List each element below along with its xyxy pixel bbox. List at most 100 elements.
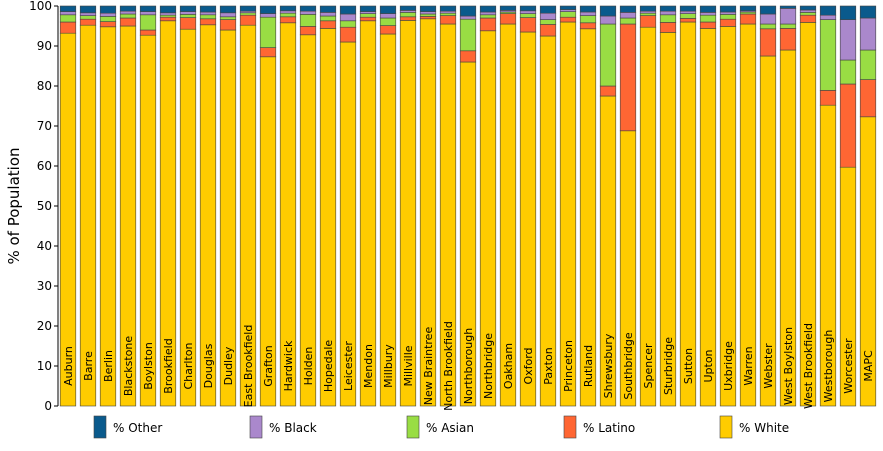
bar-stack bbox=[759, 5, 777, 407]
legend: % Other % Black % Asian % Latino % White bbox=[93, 415, 789, 439]
bar-segment bbox=[759, 28, 777, 57]
bar-segment bbox=[519, 13, 537, 18]
bar-segment bbox=[579, 15, 597, 24]
category-label: Oakham bbox=[502, 343, 515, 389]
bar-stack bbox=[239, 5, 257, 407]
bar-segment bbox=[739, 5, 757, 12]
category-label: Spencer bbox=[642, 343, 655, 389]
bar-stack bbox=[719, 5, 737, 407]
bar-segment bbox=[299, 26, 317, 36]
category-label: Grafton bbox=[262, 345, 275, 387]
bar-segment bbox=[859, 17, 877, 51]
bar-stack bbox=[319, 5, 337, 407]
bar-segment bbox=[619, 5, 637, 13]
bar-segment bbox=[119, 13, 137, 19]
bar-segment bbox=[299, 10, 317, 15]
bar-stack bbox=[599, 5, 617, 407]
y-tick-label: 50 bbox=[37, 199, 52, 213]
bar-stack bbox=[799, 5, 817, 407]
bar-segment bbox=[659, 10, 677, 16]
bar-segment bbox=[779, 23, 797, 29]
bar-segment bbox=[219, 5, 237, 14]
bar-stack bbox=[619, 5, 637, 407]
bar-segment bbox=[699, 21, 717, 29]
bar-segment bbox=[639, 15, 657, 28]
bar-stack bbox=[519, 5, 537, 407]
category-label: Paxton bbox=[542, 347, 555, 384]
bar-segment bbox=[99, 5, 117, 14]
bar-stack bbox=[59, 5, 77, 407]
bar-segment bbox=[99, 16, 117, 22]
bar-segment bbox=[79, 5, 97, 14]
bar-segment bbox=[459, 18, 477, 52]
bar-segment bbox=[699, 28, 717, 407]
category-label: Auburn bbox=[62, 346, 75, 386]
legend-label: % Other bbox=[113, 421, 162, 435]
bar-segment bbox=[839, 83, 857, 168]
bar-stack bbox=[579, 5, 597, 407]
category-label: Leicester bbox=[342, 341, 355, 391]
bar-stack bbox=[859, 5, 877, 407]
bar-segment bbox=[279, 16, 297, 24]
bar-segment bbox=[59, 11, 77, 16]
bar-stack bbox=[779, 5, 797, 407]
bar-stack bbox=[739, 5, 757, 407]
bar-segment bbox=[399, 12, 417, 18]
bar-segment bbox=[259, 13, 277, 18]
bar-segment bbox=[519, 5, 537, 12]
bar-segment bbox=[559, 11, 577, 18]
bar-segment bbox=[199, 11, 217, 16]
bar-segment bbox=[279, 5, 297, 12]
bar-segment bbox=[499, 5, 517, 11]
category-label: Blackstone bbox=[122, 336, 135, 397]
category-label: Holden bbox=[302, 347, 315, 386]
bar-segment bbox=[639, 5, 657, 12]
bar-segment bbox=[719, 14, 737, 20]
category-label: East Brookfield bbox=[242, 325, 255, 408]
legend-swatch bbox=[563, 415, 577, 439]
bar-segment bbox=[279, 10, 297, 14]
legend-swatch bbox=[93, 415, 107, 439]
legend-swatch bbox=[249, 415, 263, 439]
y-tick-label: 20 bbox=[37, 319, 52, 333]
bar-stack bbox=[119, 5, 137, 407]
bar-segment bbox=[819, 14, 837, 20]
category-label: Worcester bbox=[842, 338, 855, 394]
bar-segment bbox=[59, 21, 77, 34]
bar-segment bbox=[179, 17, 197, 30]
category-label: Millville bbox=[402, 345, 415, 386]
bar-segment bbox=[539, 12, 557, 20]
bar-segment bbox=[779, 28, 797, 51]
category-label: Rutland bbox=[582, 345, 595, 387]
bar-stack bbox=[339, 5, 357, 407]
bar-segment bbox=[659, 22, 677, 33]
bar-segment bbox=[159, 5, 177, 14]
bars bbox=[59, 5, 877, 407]
bar-segment bbox=[279, 12, 297, 18]
bar-segment bbox=[99, 12, 117, 17]
bar-stack bbox=[379, 5, 397, 407]
bar-stack bbox=[99, 5, 117, 407]
bar-segment bbox=[379, 13, 397, 19]
bar-stack bbox=[499, 5, 517, 407]
bar-segment bbox=[519, 17, 537, 33]
legend-item: % Black bbox=[249, 415, 317, 439]
bar-segment bbox=[359, 5, 377, 12]
bar-segment bbox=[479, 5, 497, 13]
bar-segment bbox=[799, 5, 817, 11]
legend-item: % Other bbox=[93, 415, 162, 439]
category-label: West Brookfield bbox=[802, 323, 815, 409]
bar-segment bbox=[119, 17, 137, 27]
legend-label: % Asian bbox=[426, 421, 474, 435]
bar-segment bbox=[179, 14, 197, 18]
bar-segment bbox=[439, 5, 457, 12]
y-tick-label: 10 bbox=[37, 359, 52, 373]
legend-swatch bbox=[719, 415, 733, 439]
bar-segment bbox=[719, 5, 737, 13]
bar-segment bbox=[839, 5, 857, 20]
bar-stack bbox=[679, 5, 697, 407]
bar-segment bbox=[479, 17, 497, 32]
category-label: Boylston bbox=[142, 342, 155, 390]
bar-segment bbox=[459, 15, 477, 20]
bar-segment bbox=[239, 5, 257, 12]
